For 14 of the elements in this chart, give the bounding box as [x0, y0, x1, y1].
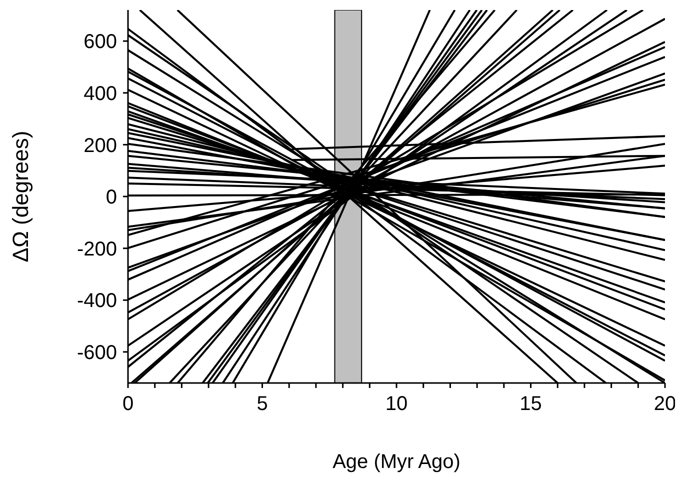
x-axis-title: Age (Myr Ago) — [332, 451, 460, 473]
x-tick-label: 15 — [520, 393, 542, 416]
x-tick-label: 5 — [256, 393, 268, 416]
y-tick-label: 200 — [84, 134, 117, 157]
y-tick-label: -200 — [76, 238, 117, 260]
x-tick-label: 20 — [654, 393, 676, 416]
y-tick-label: 600 — [84, 31, 117, 54]
y-tick-label: -400 — [76, 290, 117, 312]
x-tick-label: 10 — [385, 393, 408, 416]
y-axis-title: ΔΩ (degrees) — [8, 130, 33, 262]
x-tick-label: 0 — [122, 393, 134, 416]
y-tick-label: -600 — [76, 342, 117, 364]
y-tick-label: 0 — [106, 186, 117, 209]
y-tick-label: 400 — [84, 82, 117, 105]
